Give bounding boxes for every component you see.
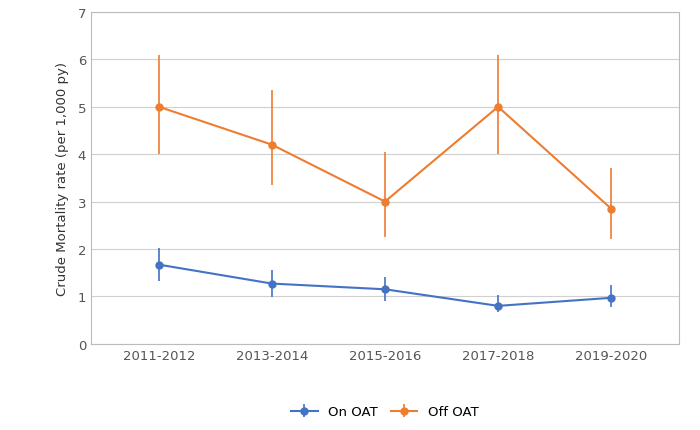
Legend: On OAT, Off OAT: On OAT, Off OAT — [286, 400, 484, 424]
Y-axis label: Crude Mortality rate (per 1,000 py): Crude Mortality rate (per 1,000 py) — [56, 62, 69, 295]
